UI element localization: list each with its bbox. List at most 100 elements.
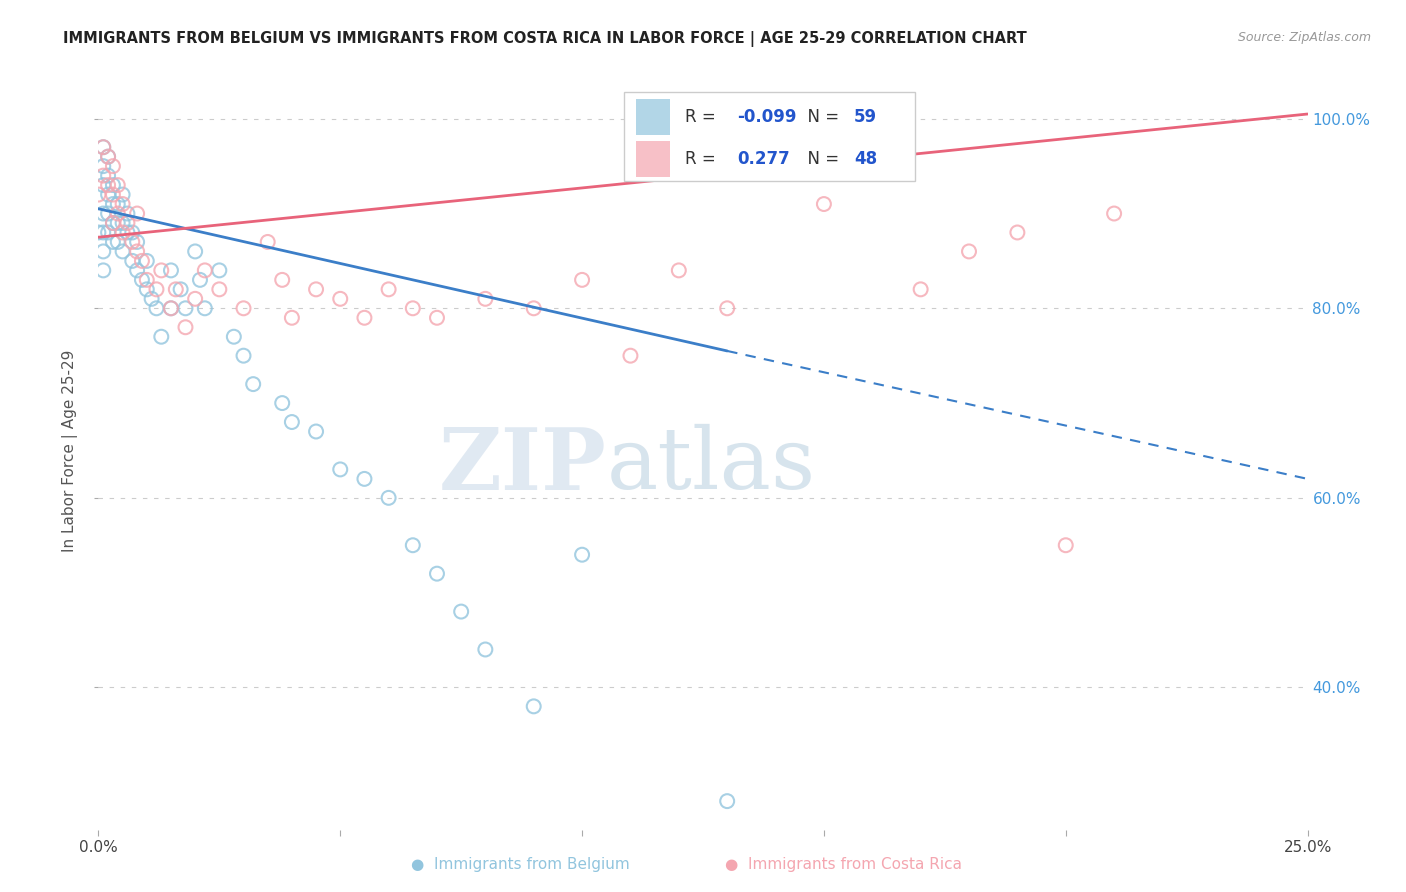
Point (91, 206, 114, 220)
Point (127, 235, 149, 249)
Point (111, 197, 134, 211)
Point (127, 244, 149, 259)
Text: N =: N = (797, 108, 845, 126)
Point (111, 216, 134, 230)
Point (107, 235, 129, 249)
Text: ●  Immigrants from Costa Rica: ● Immigrants from Costa Rica (725, 857, 962, 872)
Point (329, 462, 352, 476)
Point (208, 282, 231, 296)
Point (1007, 226, 1029, 240)
Point (426, 566, 449, 581)
Text: R =: R = (685, 108, 721, 126)
Point (97, 226, 120, 240)
Bar (637, 98, 671, 135)
Point (957, 244, 980, 259)
Point (160, 263, 183, 277)
Point (222, 330, 245, 344)
Point (329, 292, 352, 306)
Point (117, 226, 139, 240)
Point (145, 301, 167, 316)
Y-axis label: In Labor Force | Age 25-29: In Labor Force | Age 25-29 (62, 350, 79, 551)
Point (232, 349, 254, 363)
Point (121, 254, 143, 268)
Point (523, 301, 546, 316)
Point (474, 642, 496, 657)
Point (131, 273, 153, 287)
Point (353, 472, 375, 486)
Point (145, 282, 167, 296)
Point (160, 301, 183, 316)
Point (101, 197, 124, 211)
Point (107, 178, 129, 193)
Point (165, 282, 187, 296)
Point (450, 605, 472, 619)
Point (353, 310, 375, 325)
Text: Source: ZipAtlas.com: Source: ZipAtlas.com (1237, 31, 1371, 45)
Point (101, 235, 124, 249)
Text: R =: R = (685, 150, 721, 168)
Point (208, 263, 231, 277)
Point (97, 150, 120, 164)
Point (150, 330, 173, 344)
Point (111, 187, 134, 202)
Point (117, 206, 139, 220)
Text: 48: 48 (855, 150, 877, 168)
Point (668, 263, 690, 277)
Point (91, 226, 114, 240)
Point (135, 254, 157, 268)
Point (97, 169, 120, 183)
Point (188, 273, 211, 287)
Point (91, 244, 114, 259)
Point (97, 187, 120, 202)
Point (813, 197, 835, 211)
Point (174, 320, 197, 334)
Point (91, 140, 114, 154)
Point (716, 301, 738, 316)
Point (402, 301, 425, 316)
Point (107, 216, 129, 230)
Point (256, 235, 278, 249)
Point (97, 150, 120, 164)
Point (716, 794, 738, 808)
Point (402, 538, 425, 552)
Point (97, 206, 120, 220)
Point (121, 235, 143, 249)
Point (121, 226, 143, 240)
Point (101, 216, 124, 230)
Point (194, 263, 217, 277)
Point (111, 226, 134, 240)
Point (1054, 538, 1077, 552)
Text: -0.099: -0.099 (737, 108, 796, 126)
Point (117, 216, 139, 230)
Point (271, 396, 294, 410)
Point (184, 244, 207, 259)
Text: 0.277: 0.277 (737, 150, 790, 168)
FancyBboxPatch shape (624, 92, 915, 181)
Point (1102, 206, 1125, 220)
Point (160, 301, 183, 316)
Text: ●  Immigrants from Belgium: ● Immigrants from Belgium (411, 857, 630, 872)
Point (135, 282, 157, 296)
Point (91, 169, 114, 183)
Point (194, 301, 217, 316)
Point (232, 301, 254, 316)
Point (271, 273, 294, 287)
Point (101, 187, 124, 202)
Point (107, 206, 129, 220)
Point (135, 273, 157, 287)
Point (305, 425, 328, 439)
Point (281, 415, 304, 429)
Point (97, 178, 120, 193)
Text: IMMIGRANTS FROM BELGIUM VS IMMIGRANTS FROM COSTA RICA IN LABOR FORCE | AGE 25-29: IMMIGRANTS FROM BELGIUM VS IMMIGRANTS FR… (63, 31, 1026, 47)
Point (87, 187, 110, 202)
Point (127, 206, 149, 220)
Point (523, 699, 546, 714)
Text: 59: 59 (855, 108, 877, 126)
Point (131, 254, 153, 268)
Point (91, 178, 114, 193)
Point (619, 349, 641, 363)
Point (242, 377, 264, 392)
Point (91, 159, 114, 173)
Point (174, 301, 197, 316)
Point (150, 263, 173, 277)
